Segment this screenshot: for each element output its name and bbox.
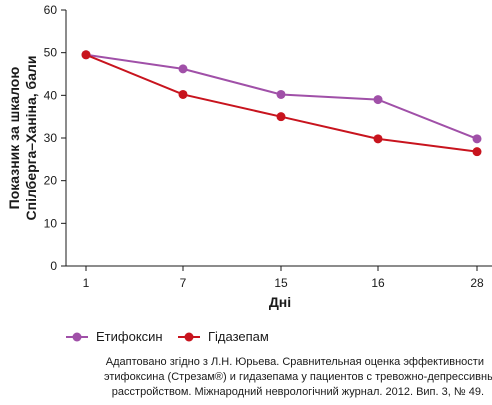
x-ticks: 1 7 15 16 28: [83, 266, 484, 290]
legend-swatch-marker: [72, 332, 82, 342]
y-ticks: 0 10 20 30 40 50 60: [44, 3, 66, 273]
legend-swatch-marker: [184, 332, 194, 342]
data-point: [472, 147, 482, 157]
x-tick-label: 15: [274, 276, 288, 290]
data-point: [178, 89, 188, 99]
data-point: [178, 64, 188, 74]
x-tick-label: 16: [371, 276, 385, 290]
legend-label: Етифоксин: [96, 329, 163, 344]
y-tick-label: 0: [50, 259, 57, 273]
series-line: [85, 53, 478, 153]
y-axis-title: Показник за шкалою Спілберга–Ханіна, бал…: [6, 56, 39, 221]
data-point: [276, 112, 286, 122]
y-tick-label: 60: [44, 3, 58, 17]
x-tick-label: 1: [83, 276, 90, 290]
y-axis-title-line-2: Спілберга–Ханіна, бали: [23, 56, 39, 221]
series-1: [81, 50, 482, 144]
series-group: [81, 50, 482, 157]
data-point: [373, 95, 383, 105]
legend-item-gidazepam: Гідазепам: [178, 329, 269, 344]
source-note-line: Адаптовано згідно з Л.Н. Юрьева. Сравнит…: [105, 356, 484, 368]
series-2: [81, 50, 482, 157]
source-note-line: этифоксина (Стрезам®) и гидазепама у пац…: [104, 371, 492, 383]
data-point: [373, 134, 383, 144]
y-tick-label: 50: [44, 46, 58, 60]
y-tick-label: 10: [44, 216, 58, 230]
source-note-line: расстройством. Міжнародний неврологічний…: [111, 386, 484, 398]
data-point: [81, 50, 91, 60]
y-tick-label: 40: [44, 88, 58, 102]
y-tick-label: 20: [44, 174, 58, 188]
x-axis-title: Дні: [269, 294, 291, 310]
x-tick-label: 28: [470, 276, 484, 290]
legend-item-etifoksyn: Етифоксин: [66, 329, 163, 344]
x-tick-label: 7: [180, 276, 187, 290]
data-point: [276, 89, 286, 99]
source-note: Адаптовано згідно з Л.Н. Юрьева. Сравнит…: [104, 355, 492, 400]
y-tick-label: 30: [44, 131, 58, 145]
legend: Етифоксин Гідазепам: [66, 329, 269, 344]
legend-label: Гідазепам: [208, 329, 269, 344]
axes: [65, 10, 492, 267]
data-point: [472, 134, 482, 144]
y-axis-title-line-1: Показник за шкалою: [6, 67, 22, 210]
